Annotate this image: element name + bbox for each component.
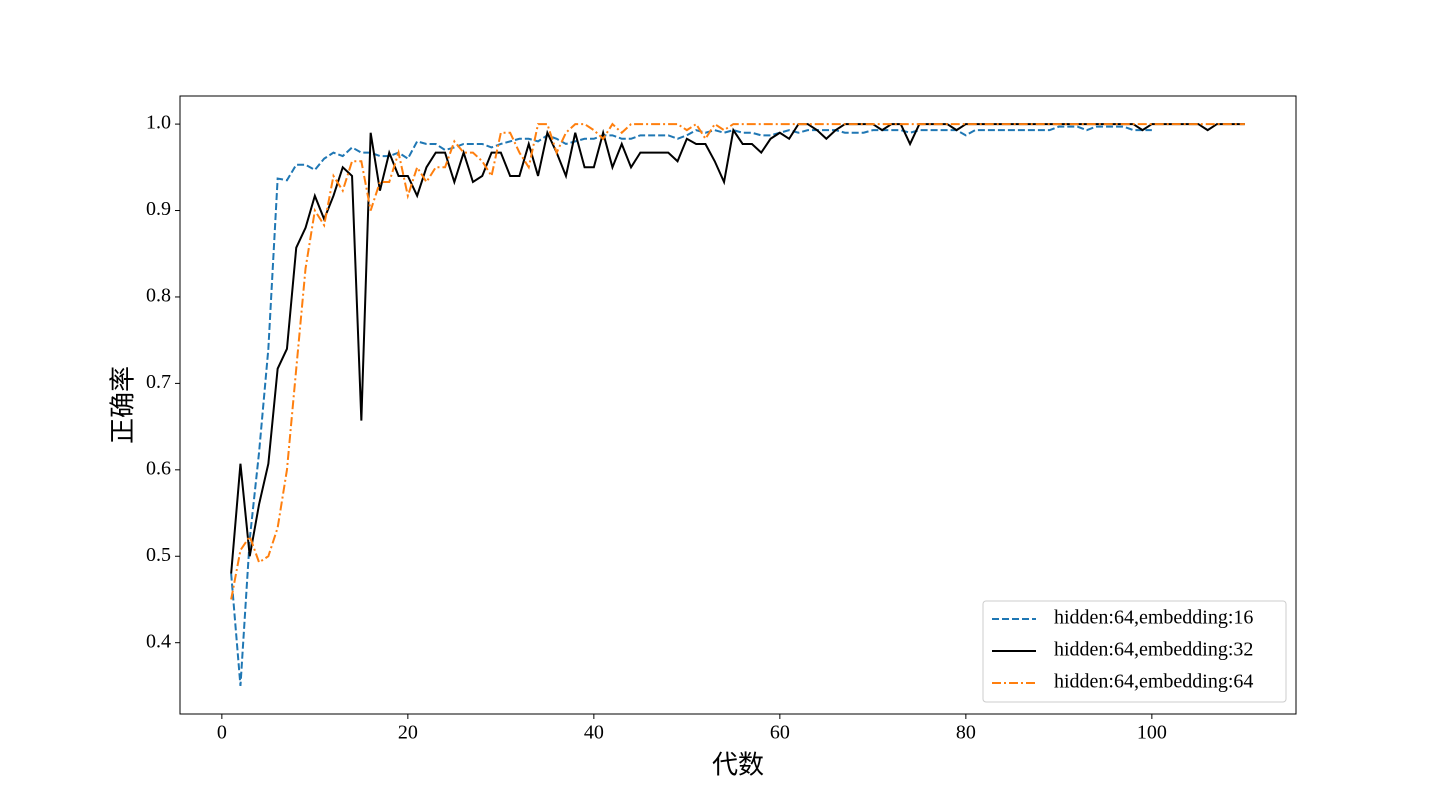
- y-tick-label: 0.5: [146, 544, 171, 566]
- x-tick-label: 20: [398, 722, 418, 744]
- x-tick-label: 80: [956, 722, 976, 744]
- series-line: [230, 122, 1245, 600]
- y-axis-label: 正确率: [109, 366, 139, 444]
- plot-frame: [179, 95, 1297, 715]
- x-tick-label: 60: [770, 722, 790, 744]
- x-tick-label: 40: [584, 722, 604, 744]
- legend-label: hidden:64,embedding:16: [1054, 607, 1253, 629]
- series-line: [230, 123, 1245, 574]
- y-tick-label: 0.4: [146, 630, 171, 652]
- legend-label: hidden:64,embedding:32: [1054, 639, 1253, 661]
- series-line: [230, 125, 1152, 686]
- legend-label: hidden:64,embedding:64: [1054, 671, 1253, 693]
- y-tick-label: 0.8: [146, 285, 171, 307]
- x-tick-label: 0: [217, 722, 227, 744]
- legend-box: [982, 600, 1287, 703]
- y-tick-label: 0.6: [146, 457, 171, 479]
- x-tick-label: 100: [1137, 722, 1167, 744]
- y-tick-label: 1.0: [146, 112, 171, 134]
- y-tick-label: 0.9: [146, 198, 171, 220]
- x-axis-label: 代数: [712, 751, 764, 781]
- y-tick-label: 0.7: [146, 371, 171, 393]
